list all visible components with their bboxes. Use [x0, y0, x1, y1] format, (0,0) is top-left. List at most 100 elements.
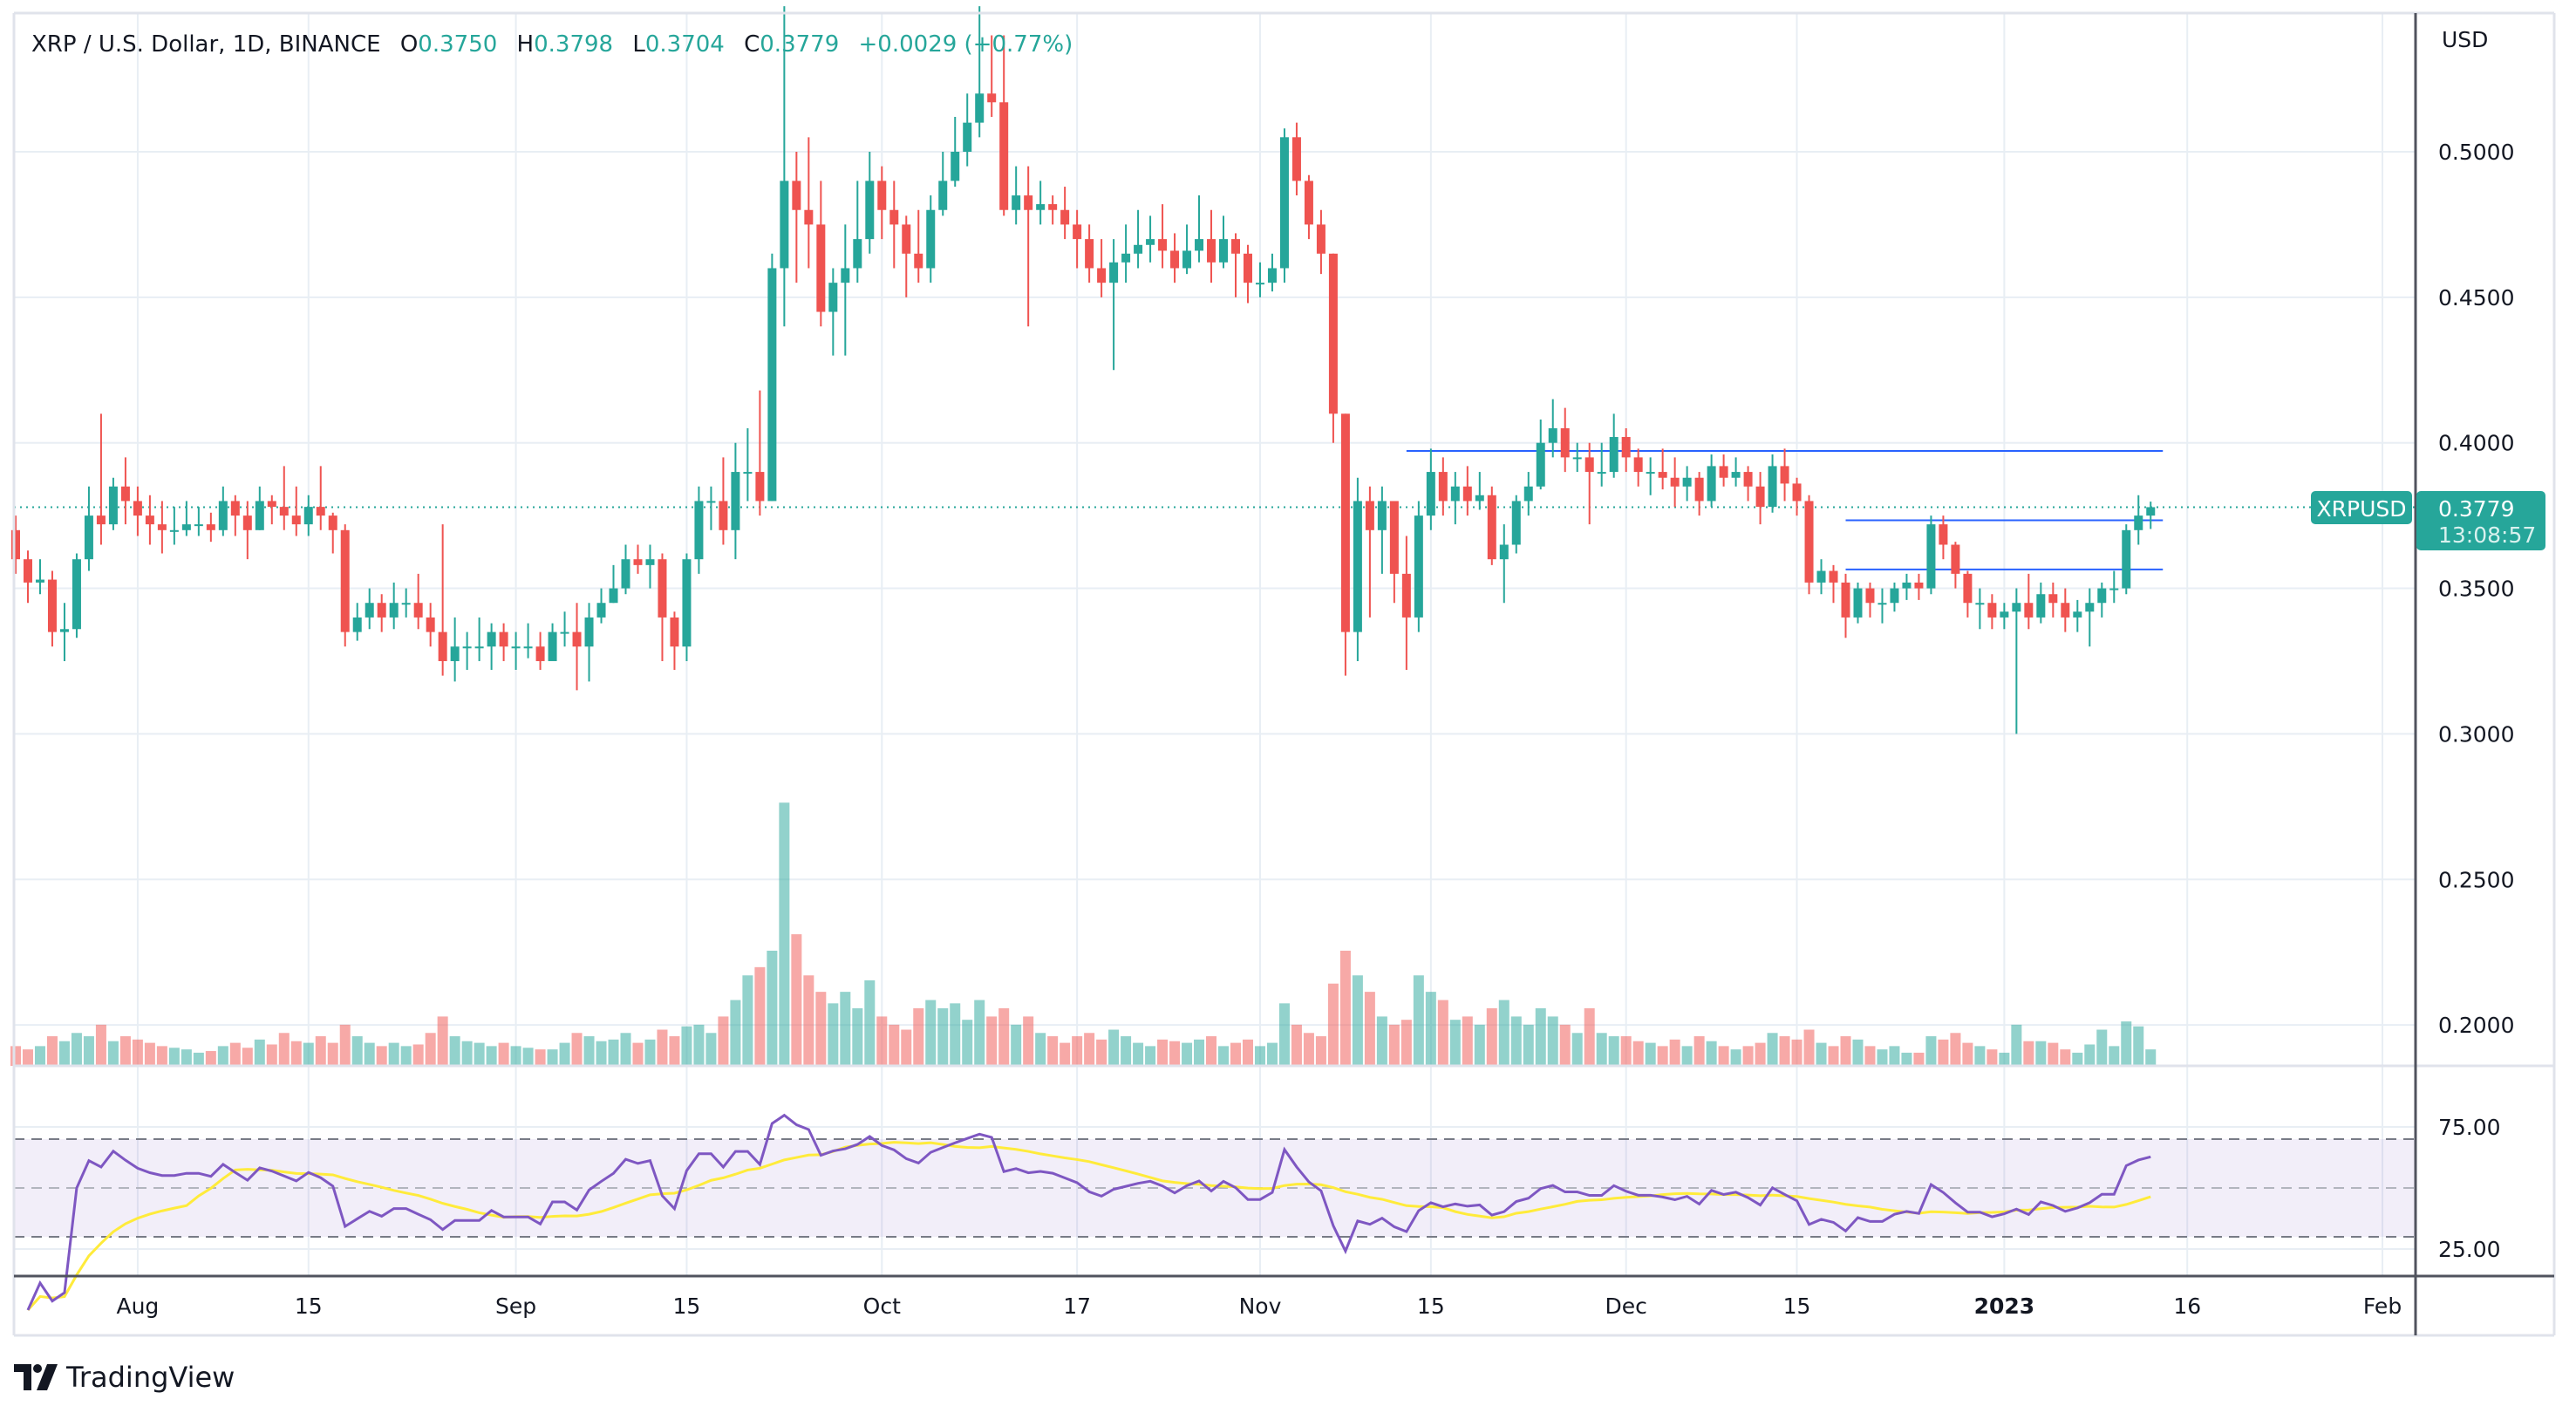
volume-bar	[1962, 1042, 1973, 1066]
candle-down	[23, 559, 32, 583]
candle-up	[2097, 588, 2107, 604]
candle-down	[316, 507, 325, 516]
candle-up	[1572, 457, 1582, 460]
volume-bar	[144, 1042, 155, 1066]
candle-up	[474, 646, 484, 649]
volume-bar	[767, 950, 778, 1066]
candle-down	[1024, 195, 1033, 210]
volume-bar	[1060, 1042, 1071, 1066]
candle-down	[267, 501, 276, 508]
volume-bar	[1559, 1024, 1571, 1066]
volume-bar	[1791, 1039, 1803, 1066]
candle-up	[1499, 544, 1509, 560]
time-axis[interactable]: Aug 15 Sep 15 Oct 17 Nov 15 Dec 15 2023 16 Feb	[116, 1294, 2402, 1319]
time-tick-label: 2023	[1974, 1294, 2035, 1319]
candle-up	[1109, 262, 1119, 283]
candle-down	[1719, 466, 1728, 478]
candle-up	[1012, 195, 1021, 210]
candle-down	[1060, 209, 1070, 225]
volume-bar	[425, 1033, 436, 1066]
candle-down	[719, 501, 728, 530]
volume-bar	[828, 1003, 839, 1066]
volume-bar	[1693, 1036, 1705, 1066]
volume-bar	[1169, 1041, 1181, 1066]
volume-bar	[278, 1033, 290, 1066]
volume-bar	[119, 1036, 131, 1066]
volume-bar	[327, 1042, 338, 1066]
candle-up	[365, 603, 374, 618]
symbol-legend[interactable]: XRP / U.S. Dollar, 1D, BINANCE O0.3750 H…	[31, 31, 1073, 58]
time-tick-label: Feb	[2363, 1294, 2402, 1319]
candle-up	[1195, 239, 1204, 251]
volume-bar	[1803, 1029, 1815, 1066]
candle-up	[1768, 466, 1777, 508]
candle-down	[1743, 472, 1753, 487]
candle-up	[1353, 501, 1362, 632]
rsi-tick-label: 25.00	[2438, 1237, 2501, 1262]
volume-bar	[1121, 1036, 1132, 1066]
volume-bar	[986, 1016, 998, 1066]
volume-bar	[1266, 1042, 1278, 1066]
candle-up	[926, 209, 936, 269]
volume-bar	[547, 1049, 558, 1066]
change-value: +0.0029 (+0.77%)	[858, 31, 1073, 58]
candle-up	[743, 472, 753, 474]
candle-up	[450, 646, 460, 661]
volume-bar	[107, 1041, 119, 1066]
volume-bar	[1974, 1046, 1986, 1066]
volume-bar	[486, 1046, 497, 1066]
volume-bar	[901, 1029, 912, 1066]
tradingview-logo[interactable]: TradingView	[14, 1361, 235, 1394]
volume-bar	[34, 1046, 45, 1066]
volume-bar	[1278, 1003, 1290, 1066]
candle-down	[1865, 588, 1875, 604]
candle-down	[1073, 224, 1082, 240]
volume-bar	[998, 1007, 1010, 1066]
volume-bar	[1413, 975, 1424, 1066]
rsi-axis[interactable]: 75.00 25.00	[2438, 1115, 2501, 1262]
price-axis[interactable]: USD 0.5000 0.4500 0.4000 0.3500 0.3000 0.2500…	[2438, 27, 2514, 1038]
candle-up	[72, 559, 81, 630]
candle-down	[1829, 570, 1838, 583]
candle-up	[59, 629, 69, 632]
volume-bar	[1987, 1049, 1998, 1066]
candle-down	[438, 631, 447, 661]
volume-bar	[1767, 1033, 1778, 1066]
volume-bar	[522, 1048, 534, 1066]
volume-bar	[1535, 1007, 1546, 1066]
last-price-badges: XRPUSD 0.3779 13:08:57	[2311, 491, 2545, 550]
candles	[11, 6, 2156, 734]
candle-down	[816, 224, 826, 312]
candle-up	[1926, 524, 1936, 589]
volume-bar	[1230, 1042, 1241, 1066]
volume-bar	[1474, 1024, 1485, 1066]
volume-bar	[229, 1042, 241, 1066]
volume-bar	[754, 966, 766, 1066]
candle-up	[194, 524, 203, 527]
candle-down	[1401, 573, 1411, 618]
candle-down	[1792, 483, 1802, 502]
volume-bar	[1339, 950, 1351, 1066]
volume-bar	[1011, 1024, 1022, 1066]
candle-up	[1597, 472, 1606, 474]
volume-bar	[1352, 975, 1363, 1066]
candle-down	[291, 515, 301, 525]
volume-bar	[1425, 992, 1436, 1066]
candle-up	[1523, 486, 1533, 502]
volume-bar	[1364, 992, 1375, 1066]
volume-bar	[2121, 1021, 2132, 1066]
drawings[interactable]	[14, 450, 2416, 570]
volume-bar	[620, 1033, 631, 1066]
volume-bar	[2048, 1042, 2059, 1066]
volume-bar	[1498, 1000, 1509, 1066]
time-tick-label: Dec	[1605, 1294, 1646, 1319]
candle-down	[1987, 603, 1997, 618]
volume-bar	[1035, 1033, 1046, 1066]
volume-bar	[1327, 983, 1339, 1066]
tradingview-logo-text: TradingView	[66, 1361, 235, 1394]
volume-bar	[950, 1003, 961, 1066]
volume-bar	[925, 1000, 937, 1066]
volume-bar	[1584, 1007, 1595, 1066]
rsi-line	[26, 1113, 2151, 1311]
